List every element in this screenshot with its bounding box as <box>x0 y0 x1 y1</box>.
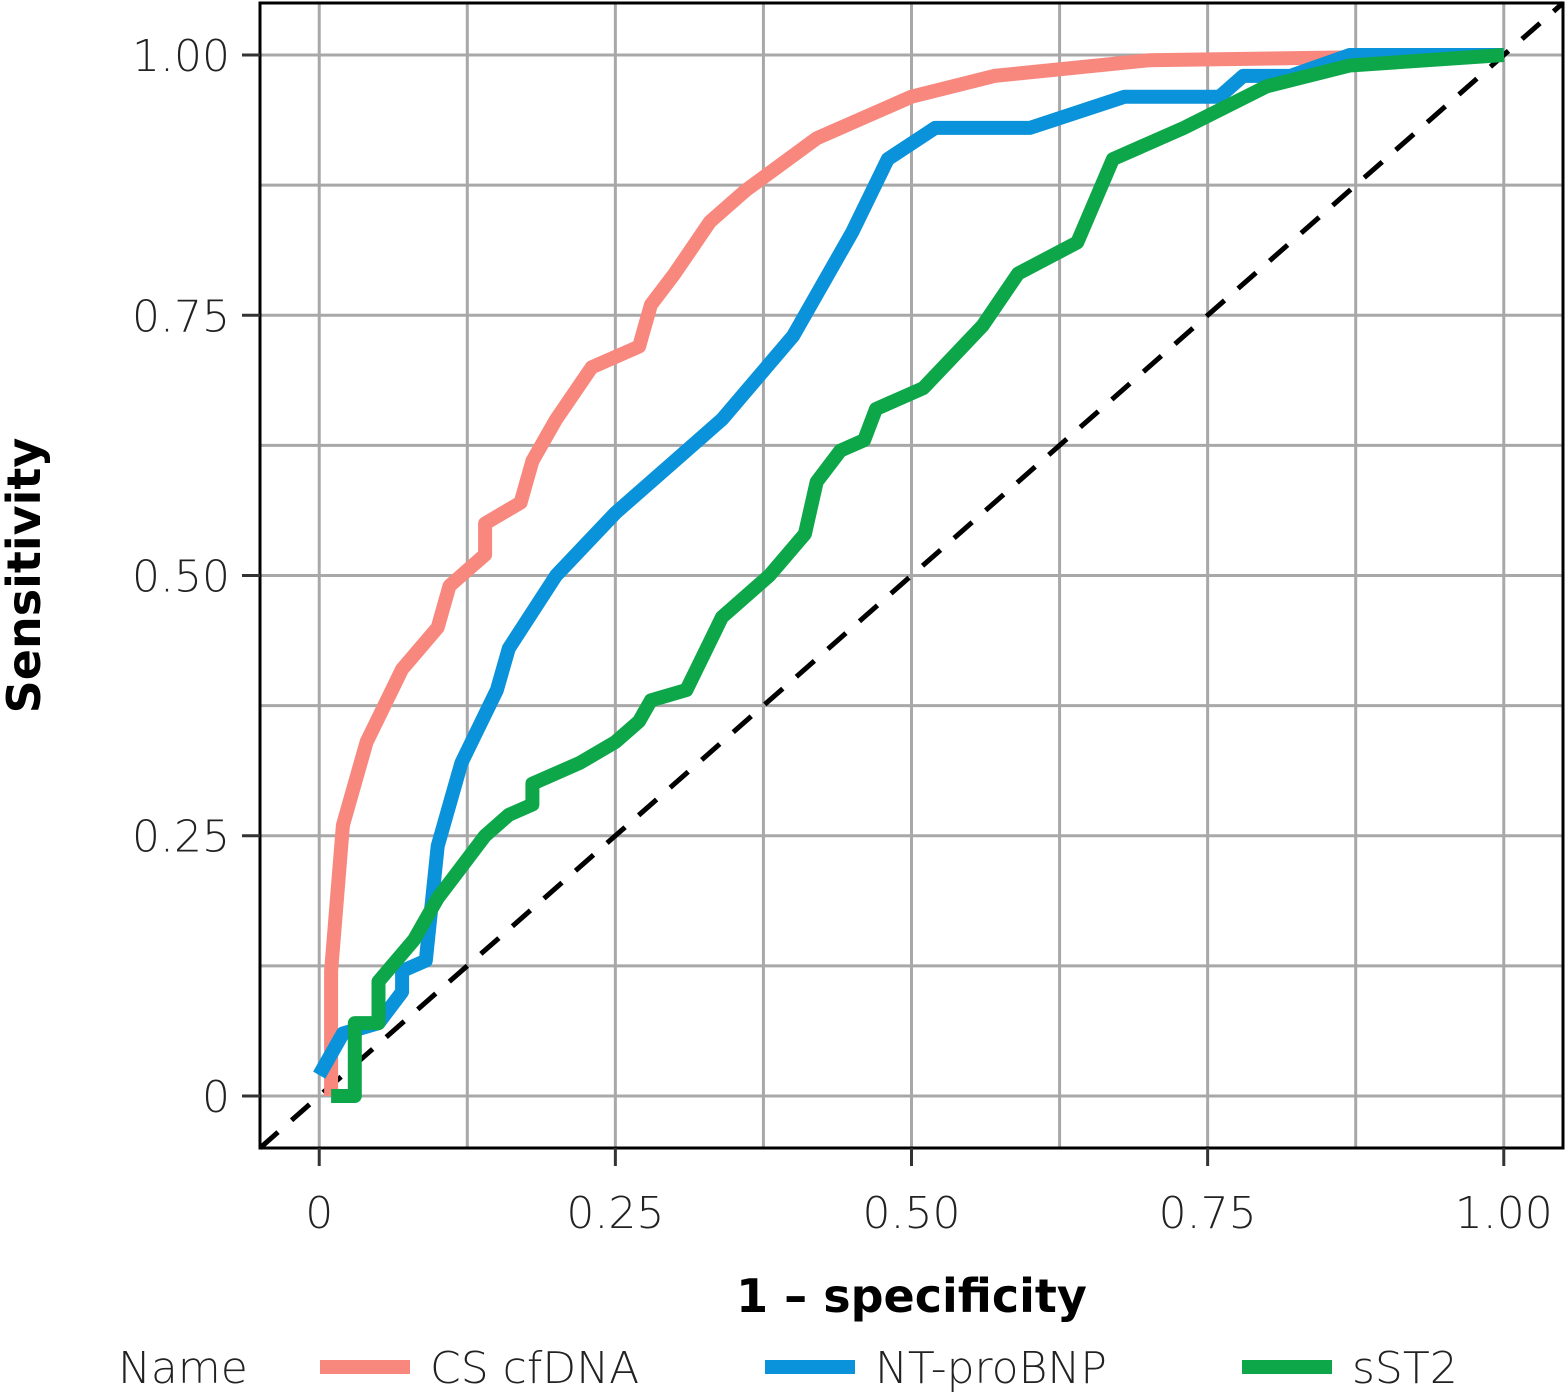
y-tick-label: 0.75 <box>132 291 230 342</box>
x-axis-title: 1 – specificity <box>736 1269 1087 1323</box>
reference-diagonal-line <box>258 1 1565 1150</box>
y-axis-title: Sensitivity <box>0 438 51 714</box>
series-line-2 <box>331 48 1505 1103</box>
legend-title: Name <box>118 1343 248 1394</box>
y-tick-label: 0 <box>202 1072 230 1123</box>
legend-label: NT-proBNP <box>875 1343 1107 1394</box>
x-tick-label: 0.50 <box>863 1188 961 1239</box>
y-tick-label: 0.25 <box>132 812 230 863</box>
x-tick-label: 0 <box>305 1188 333 1239</box>
axes: 0 0.25 0.50 0.75 1.00 0 0.25 0.50 0.75 1.00 <box>132 31 1553 1239</box>
y-tick-label: 0.50 <box>132 552 230 603</box>
y-tick-label: 1.00 <box>132 31 230 82</box>
x-tick-label: 0.75 <box>1159 1188 1257 1239</box>
legend-label: CS cfDNA <box>430 1343 639 1394</box>
legend-label: sST2 <box>1352 1343 1458 1394</box>
legend: Name CS cfDNA NT-proBNP sST2 <box>118 1343 1458 1394</box>
series-line-1 <box>313 48 1504 1079</box>
series-line-0 <box>324 48 1504 1096</box>
x-tick-label: 0.25 <box>566 1188 664 1239</box>
x-tick-label: 1.00 <box>1455 1188 1553 1239</box>
series-lines <box>313 48 1505 1103</box>
